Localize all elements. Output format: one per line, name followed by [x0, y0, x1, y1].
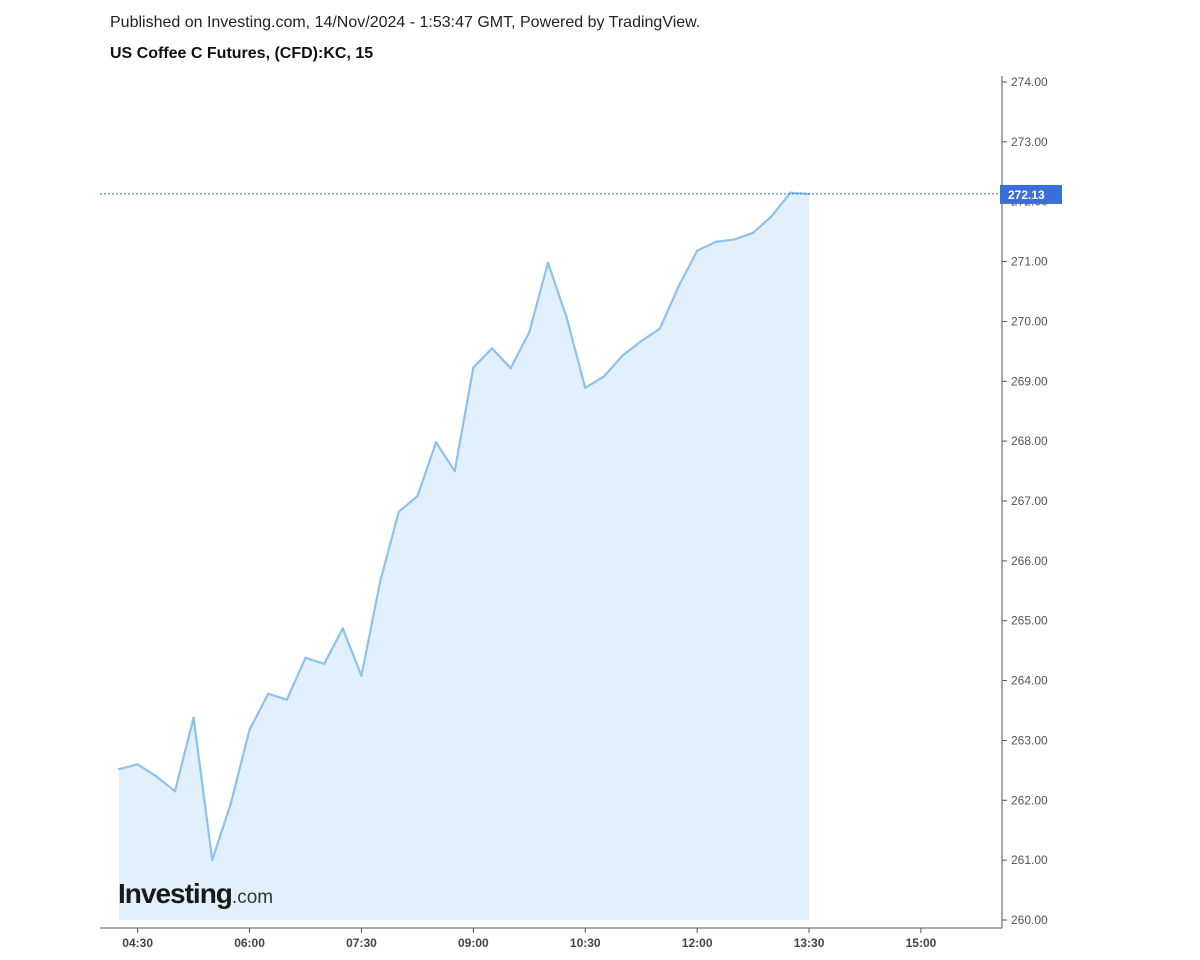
data-point — [770, 214, 773, 218]
investing-logo: Investing.com — [118, 878, 273, 910]
area-fill — [119, 192, 810, 921]
y-tick-label: 263.00 — [1011, 733, 1048, 747]
y-tick-label: 267.00 — [1011, 494, 1048, 508]
data-point — [602, 375, 606, 378]
data-point — [528, 331, 531, 334]
data-point — [751, 231, 755, 235]
logo-suffix: .com — [231, 887, 274, 908]
x-tick-label: 09:00 — [458, 936, 489, 950]
x-tick-label: 12:00 — [682, 936, 713, 950]
y-tick-label: 266.00 — [1011, 554, 1048, 568]
x-tick-label: 13:30 — [794, 936, 825, 950]
y-tick-label: 273.00 — [1011, 135, 1048, 149]
x-tick-label: 07:30 — [346, 936, 377, 950]
x-tick-label: 10:30 — [570, 936, 601, 950]
data-point — [322, 662, 326, 666]
data-point — [472, 366, 475, 369]
data-point — [677, 285, 680, 288]
y-tick-label: 268.00 — [1011, 434, 1048, 448]
y-tick-label: 271.00 — [1011, 255, 1048, 269]
y-tick-label: 264.00 — [1011, 674, 1048, 688]
data-point — [416, 495, 419, 498]
data-point — [640, 339, 643, 343]
data-point — [229, 802, 233, 805]
data-point — [714, 240, 717, 244]
last-price-badge — [1000, 184, 1062, 204]
data-point — [248, 728, 251, 731]
x-tick-label: 04:30 — [122, 936, 153, 950]
data-point — [509, 366, 512, 370]
y-tick-label: 269.00 — [1011, 374, 1048, 388]
price-series-line — [118, 191, 810, 862]
data-point — [546, 261, 550, 264]
data-point — [434, 441, 438, 444]
y-tick-label: 270.00 — [1011, 314, 1048, 328]
x-axis-ticks: 04:30 06:00 07:30 09:00 10:30 12:00 13:30 15:00 — [122, 928, 937, 950]
y-tick-label: 261.00 — [1011, 853, 1048, 867]
data-point — [285, 698, 289, 701]
data-point — [733, 238, 736, 241]
data-point — [378, 580, 382, 584]
data-point — [360, 674, 363, 677]
data-point — [490, 347, 494, 350]
data-point — [211, 858, 214, 862]
data-point — [192, 716, 195, 719]
data-point — [565, 316, 568, 319]
x-tick-label: 15:00 — [906, 936, 937, 950]
y-tick-label: 274.00 — [1011, 75, 1048, 89]
y-tick-label: 260.00 — [1011, 913, 1048, 927]
y-tick-label: 262.00 — [1011, 793, 1048, 807]
data-point — [117, 767, 121, 771]
data-point — [658, 327, 662, 330]
data-point — [789, 191, 792, 194]
data-point — [695, 249, 699, 252]
data-point — [136, 763, 139, 766]
data-point — [453, 469, 456, 473]
data-point — [621, 354, 624, 357]
data-point — [341, 627, 344, 630]
data-point — [155, 775, 158, 778]
data-point — [584, 386, 587, 390]
chart-title: US Coffee C Futures, (CFD):KC, 15 — [110, 45, 374, 62]
axes-layer — [100, 76, 1003, 929]
data-point — [267, 692, 270, 695]
data-point — [304, 656, 307, 660]
logo-wordmark: Investing — [118, 878, 233, 909]
last-price-label: 272.13 — [1000, 184, 1062, 204]
x-tick-label: 06:00 — [234, 936, 265, 950]
area-fill-layer — [119, 192, 810, 921]
data-point — [397, 510, 400, 513]
y-tick-label: 265.00 — [1011, 614, 1048, 628]
published-caption: Published on Investing.com, 14/Nov/2024 … — [110, 14, 701, 31]
last-price-value: 272.13 — [1008, 188, 1045, 202]
data-point — [173, 790, 177, 793]
price-line-layer — [117, 191, 811, 862]
